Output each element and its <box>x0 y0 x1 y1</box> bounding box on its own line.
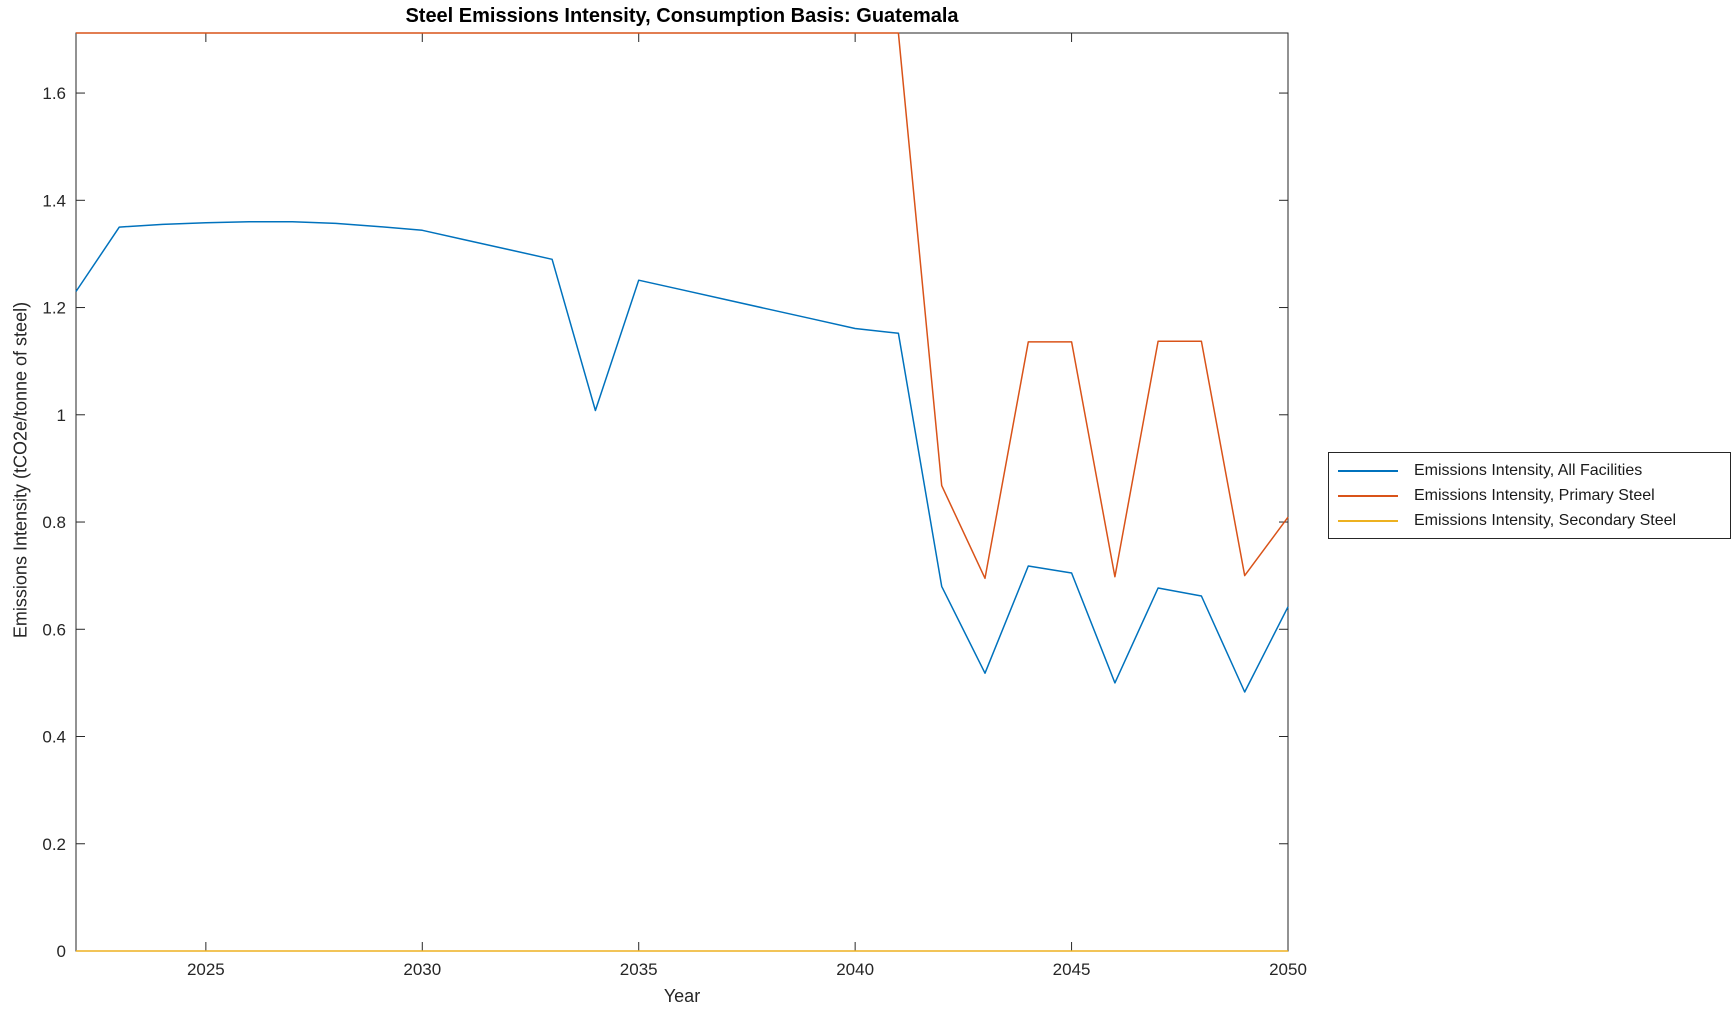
legend: Emissions Intensity, All Facilities Emis… <box>1328 452 1731 539</box>
legend-item-primary-steel: Emissions Intensity, Primary Steel <box>1329 483 1730 508</box>
legend-item-secondary-steel: Emissions Intensity, Secondary Steel <box>1329 508 1730 533</box>
legend-label-primary-steel: Emissions Intensity, Primary Steel <box>1414 486 1655 504</box>
x-tick-label: 2045 <box>1053 960 1091 979</box>
y-tick-label: 0.4 <box>42 728 66 747</box>
axes-box <box>75 32 1289 952</box>
y-tick-label: 1 <box>57 406 66 425</box>
legend-line-sample-secondary-steel <box>1338 519 1398 522</box>
x-tick-label: 2050 <box>1269 960 1307 979</box>
x-tick-label: 2035 <box>620 960 658 979</box>
x-axis-label: Year <box>663 986 701 1006</box>
legend-line-sample-primary-steel <box>1338 494 1398 497</box>
y-tick-label: 0 <box>57 942 66 961</box>
y-tick-label: 0.2 <box>42 835 66 854</box>
y-tick-label: 1.2 <box>42 299 66 318</box>
legend-line-sample-all-facilities <box>1338 469 1398 472</box>
x-tick-label: 2025 <box>187 960 225 979</box>
legend-label-secondary-steel: Emissions Intensity, Secondary Steel <box>1414 511 1677 529</box>
y-tick-label: 0.6 <box>42 620 66 639</box>
legend-item-all-facilities: Emissions Intensity, All Facilities <box>1329 458 1730 483</box>
y-tick-label: 1.6 <box>42 84 66 103</box>
y-tick-label: 0.8 <box>42 513 66 532</box>
chart-title: Steel Emissions Intensity, Consumption B… <box>405 5 959 27</box>
series-line-all-facilities <box>75 220 1289 693</box>
x-tick-label: 2040 <box>836 960 874 979</box>
x-tick-label: 2030 <box>403 960 441 979</box>
y-tick-label: 1.4 <box>42 191 66 210</box>
legend-label-all-facilities: Emissions Intensity, All Facilities <box>1414 461 1643 479</box>
series-line-primary-steel <box>76 32 1289 580</box>
